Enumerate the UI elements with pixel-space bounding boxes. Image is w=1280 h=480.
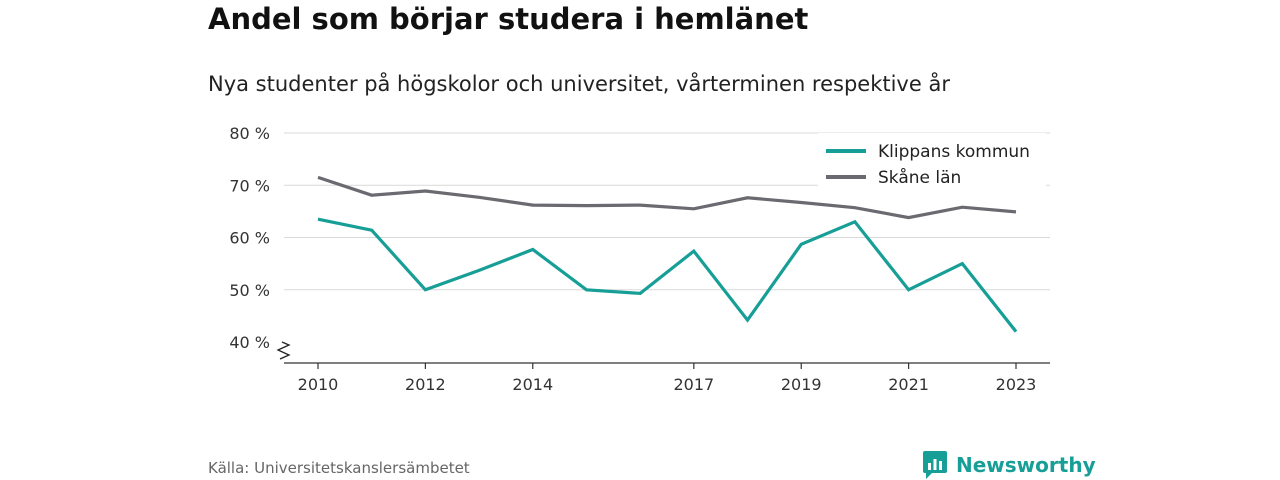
source-note: Källa: Universitetskanslersämbetet [208, 459, 470, 477]
newsworthy-logo-icon [923, 451, 947, 479]
y-tick-label: 80 % [229, 124, 270, 143]
legend-label: Klippans kommun [878, 142, 1030, 162]
x-tick-label: 2010 [298, 375, 339, 394]
axis-break-marker [276, 341, 291, 360]
y-tick-label: 40 % [229, 333, 270, 352]
y-tick-label: 60 % [229, 229, 270, 248]
brand[interactable]: Newsworthy [922, 450, 1096, 480]
chart-title: Andel som börjar studera i hemlänet [208, 2, 809, 36]
series-line-skane [317, 175, 1017, 220]
x-tick-label: 2014 [512, 375, 553, 394]
y-tick-label: 70 % [229, 176, 270, 195]
x-tick-label: 2019 [781, 375, 822, 394]
x-tick-label: 2012 [405, 375, 446, 394]
chart-subtitle: Nya studenter på högskolor och universit… [208, 72, 950, 96]
brand-name: Newsworthy [956, 453, 1096, 477]
x-tick-label: 2017 [673, 375, 714, 394]
line-chart: 40 % 50 % 60 % 70 % 80 % 2010 2012 2014 2017 2019… [229, 124, 1050, 394]
x-tick-label: 2021 [888, 375, 929, 394]
series-line-klippan [317, 217, 1018, 333]
legend-label: Skåne län [878, 167, 961, 188]
y-tick-label: 50 % [229, 281, 270, 300]
x-tick-label: 2023 [996, 375, 1037, 394]
